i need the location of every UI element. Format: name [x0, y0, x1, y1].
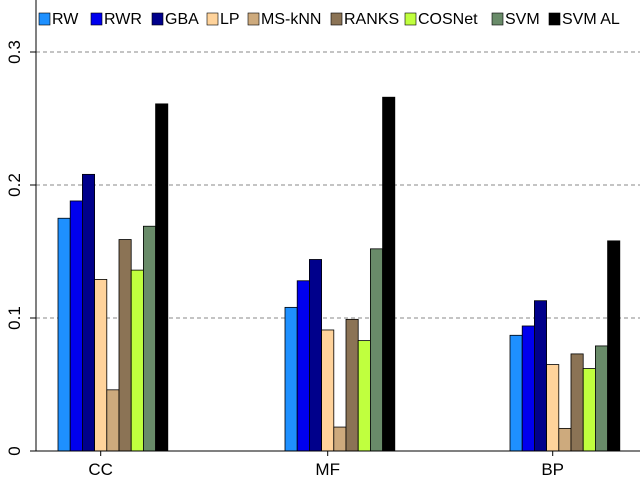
y-tick-label: 0 [5, 446, 24, 455]
bar-rw-bp [509, 334, 523, 452]
bar-ms-knn-bp [558, 427, 572, 452]
legend-label: RW [52, 11, 79, 28]
legend-label: LP [220, 11, 240, 28]
legend-swatch [491, 12, 504, 26]
legend-item: SVM AL [548, 11, 620, 28]
legend-label: RWR [104, 11, 142, 28]
legend-label: SVM [505, 11, 540, 28]
bar-rwr-bp [521, 325, 535, 452]
legend-item: RWR [90, 11, 142, 28]
legend-swatch [404, 12, 417, 26]
y-tick-label: 0.3 [5, 40, 24, 64]
bar-gba-bp [534, 300, 548, 452]
legend-item: RW [38, 11, 79, 28]
legend-item: COSNet [404, 11, 478, 28]
legend-swatch [330, 12, 343, 26]
bar-rwr-cc [69, 200, 83, 452]
bar-svm-bp [595, 345, 609, 452]
bar-ranks-mf [345, 318, 359, 452]
bar-lp-mf [321, 329, 335, 452]
bar-rw-mf [284, 306, 298, 452]
bar-ranks-cc [118, 239, 132, 452]
bar-ranks-bp [570, 353, 584, 452]
x-tick-label: BP [541, 460, 564, 479]
legend-swatch [247, 12, 260, 26]
bar-rw-cc [57, 217, 71, 452]
bar-cosnet-cc [130, 269, 144, 452]
legend-swatch [38, 12, 51, 26]
legend-label: SVM AL [562, 11, 620, 28]
legend-item: SVM [491, 11, 540, 28]
legend-label: RANKS [344, 11, 399, 28]
legend: RW RWR GBA LP MS-kNN RANKS COSNet SVM SVM AL [38, 11, 620, 28]
bar-gba-mf [308, 259, 322, 452]
x-tick-label: CC [88, 460, 113, 479]
bar-ms-knn-mf [333, 426, 347, 452]
bars [57, 96, 621, 452]
bar-rwr-mf [296, 280, 310, 452]
bar-svm-mf [369, 248, 383, 452]
bar-svm-cc [142, 225, 156, 452]
legend-swatch [90, 12, 103, 26]
legend-label: GBA [165, 11, 199, 28]
y-axis-ticks: 0 0.1 0.2 0.3 [5, 40, 36, 456]
legend-item: GBA [151, 11, 199, 28]
bar-lp-bp [546, 364, 560, 452]
y-tick-label: 0.1 [5, 306, 24, 330]
legend-item: RANKS [330, 11, 399, 28]
bar-cosnet-mf [357, 340, 371, 452]
legend-label: COSNet [418, 11, 478, 28]
bar-ms-knn-cc [106, 389, 120, 452]
axes [35, 0, 640, 452]
legend-item: MS-kNN [247, 11, 321, 28]
bar-svm-al-cc [155, 103, 169, 452]
bar-svm-al-mf [382, 96, 396, 452]
legend-swatch [548, 12, 561, 26]
bar-svm-al-bp [607, 240, 621, 452]
x-tick-label: MF [315, 460, 340, 479]
bar-cosnet-bp [582, 368, 596, 452]
bar-gba-cc [82, 173, 96, 452]
legend-label: MS-kNN [261, 11, 321, 28]
legend-swatch [151, 12, 164, 26]
x-axis-ticks: CC MF BP [88, 451, 564, 479]
bar-lp-cc [94, 279, 108, 452]
legend-item: LP [206, 11, 240, 28]
legend-swatch [206, 12, 219, 26]
y-tick-label: 0.2 [5, 173, 24, 197]
